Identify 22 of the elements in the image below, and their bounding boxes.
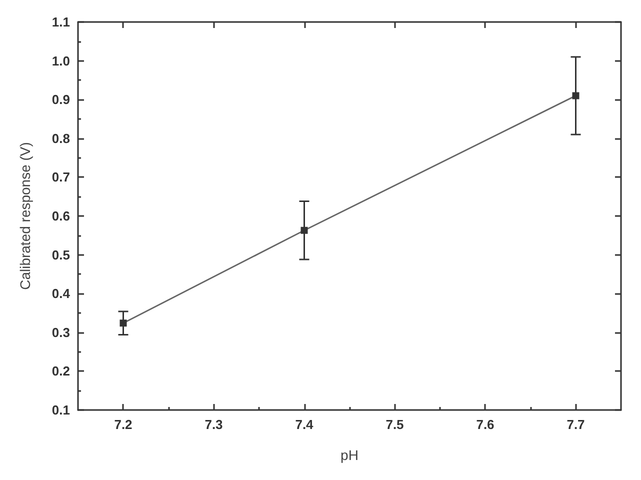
x-tick-label: 7.7 bbox=[566, 417, 585, 432]
y-tick-label: 0.2 bbox=[52, 364, 70, 379]
y-tick-label: 0.6 bbox=[52, 208, 70, 224]
x-tick-label: 7.3 bbox=[204, 417, 223, 432]
x-tick-label: 7.2 bbox=[114, 417, 132, 432]
y-tick-label: 0.7 bbox=[52, 170, 70, 185]
y-axis-title: Calibrated response (V) bbox=[17, 142, 33, 290]
y-tick-label: 0.5 bbox=[52, 247, 70, 262]
y-tick-label: 1.1 bbox=[52, 14, 70, 30]
x-axis-title: pH bbox=[340, 447, 358, 463]
point bbox=[300, 226, 308, 234]
x-tick-label: 7.5 bbox=[386, 417, 404, 432]
y-tick-label: 1.0 bbox=[52, 53, 70, 68]
y-tick-label: 0.3 bbox=[52, 324, 70, 340]
y-tick-label: 0.1 bbox=[52, 402, 70, 418]
y-tick-label: 0.9 bbox=[52, 92, 70, 108]
x-tick-label: 7.4 bbox=[295, 417, 314, 432]
y-tick-label: 0.4 bbox=[52, 286, 71, 302]
point bbox=[120, 320, 127, 327]
y-tick-label: 0.8 bbox=[52, 130, 70, 146]
x-tick-label: 7.6 bbox=[476, 417, 494, 432]
point bbox=[572, 92, 580, 100]
